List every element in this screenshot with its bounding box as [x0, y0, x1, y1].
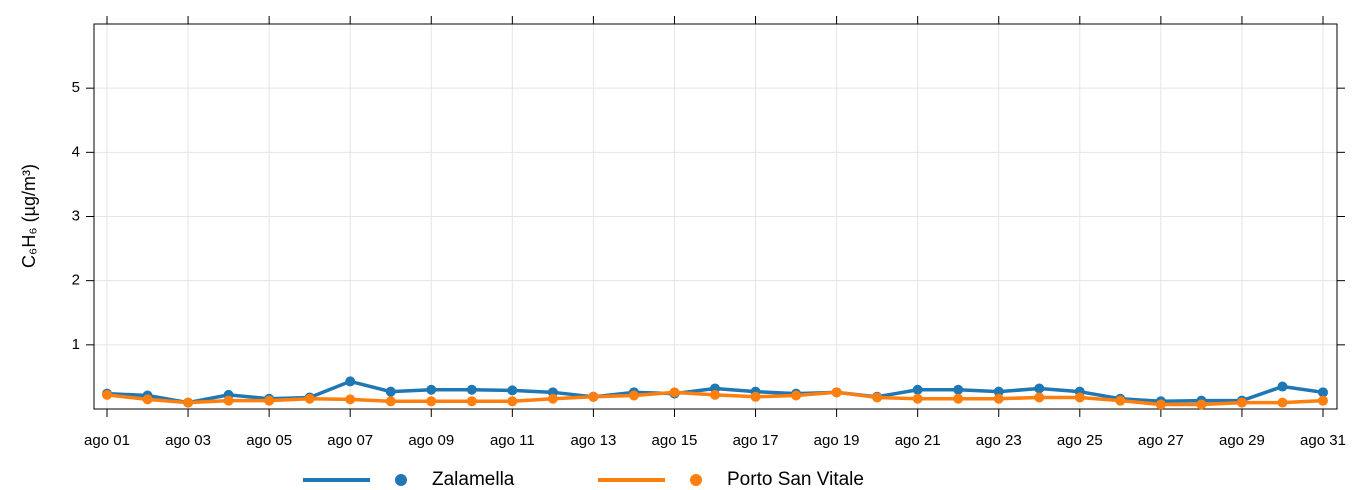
data-point [345, 394, 356, 405]
x-tick-label: ago 19 [814, 432, 860, 449]
data-point [507, 385, 518, 396]
x-tick-label: ago 01 [84, 432, 130, 449]
data-point [345, 376, 356, 387]
data-point [264, 395, 275, 406]
x-tick-label: ago 05 [246, 432, 292, 449]
data-point [953, 393, 964, 404]
data-point [1074, 392, 1085, 403]
data-point [142, 394, 153, 405]
x-tick-label: ago 21 [895, 432, 941, 449]
data-point [426, 384, 437, 395]
data-point [466, 396, 477, 407]
data-point [1236, 397, 1247, 408]
legend-marker [395, 474, 407, 486]
data-point [223, 395, 234, 406]
data-point [750, 391, 761, 402]
x-tick-label: ago 11 [490, 432, 535, 449]
data-point [872, 392, 883, 403]
x-tick-label: ago 15 [652, 432, 698, 449]
data-point [912, 393, 923, 404]
x-tick-label: ago 17 [733, 432, 779, 449]
data-point [102, 389, 112, 400]
x-tick-label: ago 31 [1300, 432, 1346, 449]
data-point [953, 384, 964, 395]
data-point [304, 393, 315, 404]
data-point [466, 384, 477, 395]
x-tick-label: ago 09 [408, 432, 454, 449]
y-tick-label: 5 [72, 79, 80, 96]
data-point [993, 386, 1004, 397]
x-tick-label: ago 13 [570, 432, 616, 449]
data-point [1318, 387, 1328, 398]
x-tick-label: ago 25 [1057, 432, 1103, 449]
legend-marker [690, 474, 702, 486]
data-point [831, 387, 842, 398]
data-point [1277, 381, 1288, 392]
x-tick-label: ago 29 [1219, 432, 1265, 449]
data-point [1318, 395, 1328, 406]
data-point [1277, 397, 1288, 408]
legend-label: Zalamella [432, 469, 515, 490]
data-point [1034, 392, 1045, 403]
data-point [912, 384, 923, 395]
x-tick-label: ago 03 [165, 432, 211, 449]
y-tick-label: 3 [72, 207, 80, 224]
data-point [791, 390, 802, 401]
data-point [547, 393, 558, 404]
data-point [588, 391, 599, 402]
y-tick-label: 4 [72, 143, 80, 160]
data-point [993, 393, 1004, 404]
data-point [1115, 395, 1126, 406]
data-point [385, 386, 396, 397]
y-tick-label: 1 [72, 336, 80, 353]
data-point [183, 397, 194, 408]
y-tick-label: 2 [72, 272, 80, 289]
data-point [1196, 399, 1207, 410]
data-point [385, 396, 396, 407]
y-axis-label: C₆H₆ (µg/m³) [19, 164, 39, 268]
data-point [1034, 383, 1045, 394]
x-tick-label: ago 07 [327, 432, 373, 449]
data-point [426, 396, 437, 407]
x-tick-label: ago 23 [976, 432, 1022, 449]
data-point [1155, 399, 1166, 410]
data-point [710, 389, 720, 400]
x-tick-label: ago 27 [1138, 432, 1184, 449]
data-point [628, 390, 639, 401]
data-point [507, 396, 518, 407]
data-point [669, 387, 680, 398]
legend-label: Porto San Vitale [727, 469, 864, 490]
